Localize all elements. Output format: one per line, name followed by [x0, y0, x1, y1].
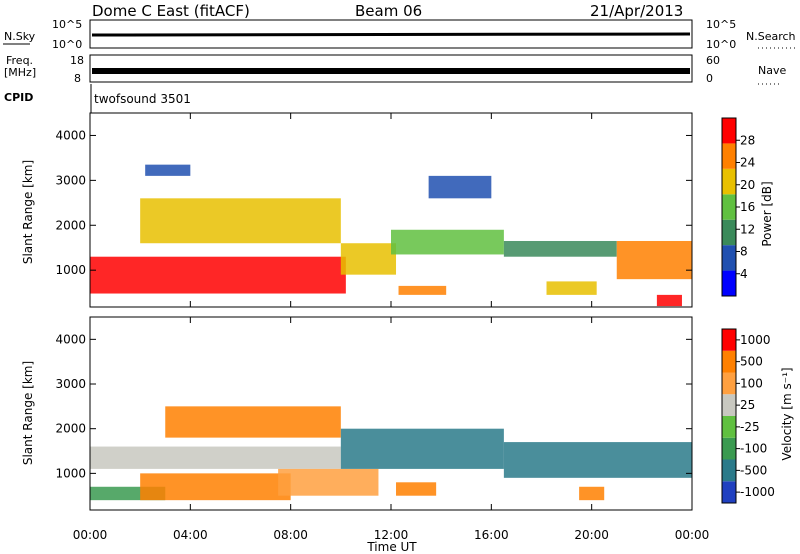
- x-tick-label: 16:00: [474, 528, 509, 542]
- colorbar-segment: [722, 194, 736, 220]
- colorbar-tick-label: 1000: [740, 333, 771, 347]
- heatmap-region: [278, 468, 379, 496]
- heatmap-region: [428, 175, 492, 199]
- colorbar-tick-label: -500: [740, 463, 767, 477]
- heatmap-region: [398, 285, 447, 295]
- station-title: Dome C East (fitACF): [92, 2, 250, 20]
- colorbar-tick-label: 500: [740, 355, 763, 369]
- y-tick-label: 3000: [55, 173, 86, 187]
- colorbar-frame: [721, 328, 737, 504]
- heatmap-region: [90, 256, 346, 294]
- heatmap-region: [656, 294, 682, 307]
- colorbar-segment: [722, 416, 736, 438]
- colorbar-tick-label: 24: [740, 156, 755, 170]
- y-tick-label: 4000: [55, 128, 86, 142]
- nsky-label: N.Sky: [4, 30, 36, 43]
- freq-unit: [MHz]: [4, 66, 36, 79]
- nave-tick-bottom: 0: [706, 72, 713, 85]
- colorbar-segment: [722, 143, 736, 169]
- heatmap-region: [616, 240, 692, 280]
- x-tick-label: 08:00: [273, 528, 308, 542]
- colorbar-segment: [722, 372, 736, 395]
- y-tick-label: 1000: [55, 263, 86, 277]
- heatmap-region: [340, 428, 504, 469]
- nsearch-tick-top: 10^5: [706, 18, 736, 31]
- velocity-colorbar-label: Velocity [m s⁻¹]: [780, 367, 794, 460]
- nsky-tick-top: 10^5: [52, 18, 82, 31]
- x-tick-label: 00:00: [73, 528, 108, 542]
- colorbar-segment: [722, 270, 736, 296]
- y-tick-label: 2000: [55, 422, 86, 436]
- beam-label: Beam 06: [355, 2, 422, 20]
- colorbar-segment: [722, 394, 736, 416]
- colorbar-segment: [722, 219, 736, 246]
- heatmap-region: [391, 229, 504, 255]
- power-colorbar-label: Power [dB]: [760, 181, 774, 246]
- velocity-ylabel: Slant Range [km]: [21, 361, 35, 465]
- heatmap-region: [546, 281, 597, 295]
- date-label: 21/Apr/2013: [590, 2, 683, 20]
- heatmap-region: [503, 240, 617, 257]
- heatmap-region: [579, 486, 605, 501]
- x-tick-label: 04:00: [173, 528, 208, 542]
- colorbar-tick-label: 20: [740, 178, 755, 192]
- colorbar-segment: [722, 459, 736, 482]
- y-tick-label: 1000: [55, 466, 86, 480]
- x-axis-label: Time UT: [366, 540, 417, 554]
- colorbar-tick-label: -100: [740, 442, 767, 456]
- colorbar-tick-label: -1000: [740, 485, 775, 499]
- colorbar-tick-label: 16: [740, 200, 755, 214]
- colorbar-segment: [722, 168, 736, 195]
- colorbar-segment: [722, 350, 736, 373]
- heatmap-region: [140, 198, 341, 244]
- y-tick-label: 2000: [55, 218, 86, 232]
- nsearch-tick-bottom: 10^0: [706, 38, 736, 51]
- colorbar-segment: [722, 437, 736, 460]
- heatmap-region: [145, 164, 191, 176]
- colorbar-tick-label: 4: [740, 267, 748, 281]
- nsearch-label: N.Search: [746, 30, 796, 43]
- heatmap-region: [140, 473, 291, 501]
- colorbar-segment: [722, 329, 736, 351]
- nave-label: Nave: [758, 64, 786, 77]
- y-tick-label: 4000: [55, 332, 86, 346]
- cpid-label: CPID: [4, 91, 33, 104]
- colorbar-tick-label: 100: [740, 376, 763, 390]
- colorbar-tick-label: 28: [740, 133, 755, 147]
- colorbar-tick-label: 25: [740, 398, 755, 412]
- colorbar-segment: [722, 245, 736, 271]
- freq-label: Freq.: [6, 54, 33, 67]
- power-ylabel: Slant Range [km]: [21, 160, 35, 264]
- cpid-value: twofsound 3501: [94, 92, 191, 106]
- heatmap-region: [90, 446, 341, 469]
- nsky-tick-bottom: 10^0: [52, 38, 82, 51]
- nave-tick-top: 60: [706, 54, 720, 67]
- x-tick-label: 12:00: [374, 528, 409, 542]
- heatmap-region: [340, 243, 397, 275]
- velocity-heatmap: [90, 406, 692, 501]
- power-heatmap: [90, 164, 692, 307]
- freq-tick-top: 18: [70, 54, 84, 67]
- x-tick-label: 00:00: [675, 528, 710, 542]
- heatmap-region: [396, 482, 437, 496]
- heatmap-region: [503, 442, 692, 478]
- x-tick-label: 20:00: [574, 528, 609, 542]
- colorbar-tick-label: 8: [740, 245, 748, 259]
- freq-tick-bottom: 8: [74, 72, 81, 85]
- heatmap-region: [165, 406, 341, 438]
- colorbar-segment: [722, 481, 736, 503]
- y-tick-label: 3000: [55, 377, 86, 391]
- colorbar-tick-label: -25: [740, 420, 760, 434]
- colorbar-tick-label: 12: [740, 222, 755, 236]
- colorbar-segment: [722, 118, 736, 144]
